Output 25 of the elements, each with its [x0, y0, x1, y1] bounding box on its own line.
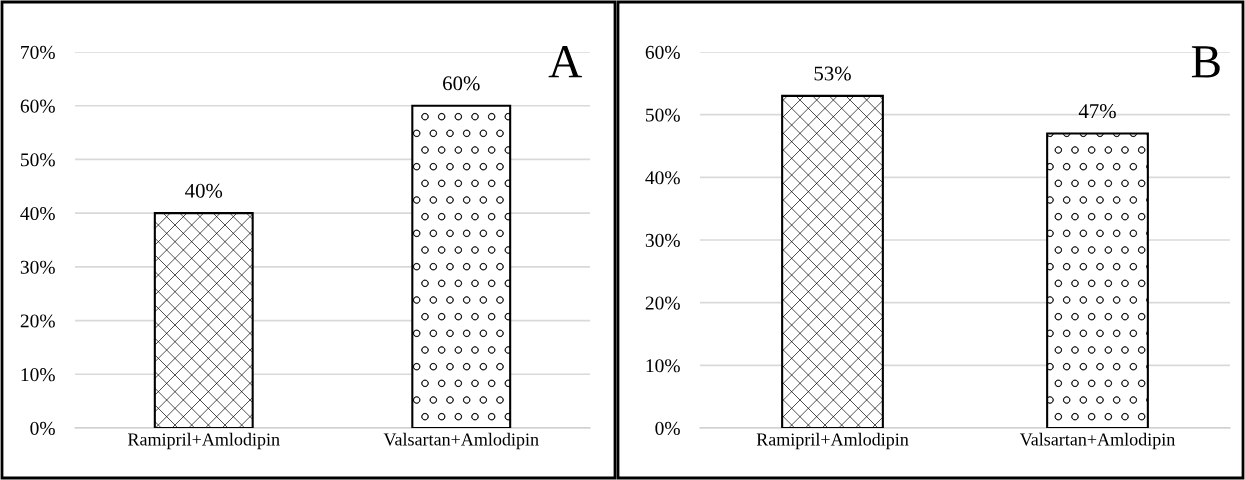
y-tick-label: 50% — [646, 108, 680, 122]
y-tick-label: 0% — [30, 421, 55, 435]
y-tick-label: 30% — [645, 233, 680, 247]
y-tick-label: 60% — [645, 45, 680, 59]
y-tick-label: 10% — [646, 359, 680, 373]
y-tick-label: 40% — [645, 171, 680, 185]
y-tick-label: 40% — [20, 206, 55, 221]
y-tick-label: 20% — [645, 296, 680, 310]
x-tick-label: Ramipril+Amlodipin — [127, 432, 280, 450]
x-tick-label: Valsartan+Amlodipin — [1019, 432, 1176, 450]
y-tick-label: 60% — [20, 99, 55, 113]
y-tick-label: 10% — [21, 368, 55, 382]
x-tick-label: Ramipril+Amlodipin — [756, 432, 909, 450]
data-label: 60% — [443, 76, 480, 91]
y-tick-label: 0% — [655, 421, 680, 435]
x-tick-label: Valsartan+Amlodipin — [383, 432, 539, 450]
annotation: A — [548, 46, 582, 78]
y-tick-label: 30% — [20, 260, 55, 274]
y-tick-label: 70% — [21, 45, 55, 59]
data-label: 53% — [814, 66, 851, 81]
data-label: 47% — [1078, 104, 1116, 119]
annotation: B — [1191, 46, 1220, 78]
y-tick-label: 20% — [20, 314, 55, 328]
data-label: 40% — [185, 183, 223, 198]
y-tick-label: 50% — [21, 153, 55, 167]
